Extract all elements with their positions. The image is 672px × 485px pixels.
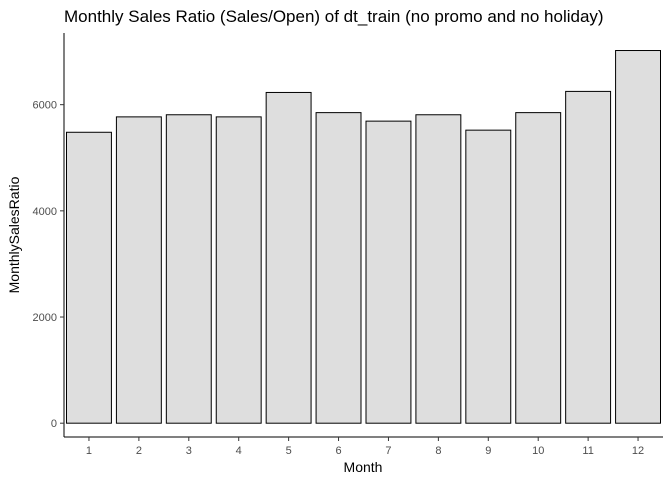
x-tick-label: 4 bbox=[236, 445, 242, 457]
x-axis-label: Month bbox=[344, 459, 383, 475]
x-tick-label: 12 bbox=[632, 445, 644, 457]
x-tick-label: 1 bbox=[86, 445, 92, 457]
bar-month-3 bbox=[165, 114, 212, 424]
bar-month-9 bbox=[465, 129, 512, 424]
y-tick-label: 6000 bbox=[33, 100, 57, 112]
x-ticks-layer: 1 2 3 4 5 6 7 8 9 10 11 12 bbox=[86, 437, 644, 457]
bar-month-10 bbox=[515, 112, 562, 424]
y-ticks-layer: 0 2000 4000 6000 bbox=[33, 100, 64, 430]
bar-month-5 bbox=[265, 91, 312, 424]
bar-month-7 bbox=[365, 120, 412, 424]
bars-layer bbox=[66, 50, 662, 424]
x-tick-label: 9 bbox=[485, 445, 491, 457]
y-axis-label: MonthlySalesRatio bbox=[6, 176, 22, 293]
bar-month-11 bbox=[565, 90, 612, 424]
x-tick-label: 3 bbox=[186, 445, 192, 457]
bar-month-6 bbox=[315, 112, 362, 424]
x-tick-label: 11 bbox=[582, 445, 593, 457]
bar-month-4 bbox=[215, 116, 262, 424]
x-tick-label: 8 bbox=[435, 445, 441, 457]
bar-month-2 bbox=[115, 116, 162, 424]
x-tick-label: 7 bbox=[385, 445, 391, 457]
bar-month-1 bbox=[66, 131, 112, 424]
y-tick-label: 4000 bbox=[33, 206, 57, 218]
y-tick-label: 2000 bbox=[33, 312, 57, 324]
bar-month-12 bbox=[615, 50, 662, 424]
bar-month-8 bbox=[415, 114, 462, 424]
y-tick-label: 0 bbox=[51, 418, 57, 430]
chart-title: Monthly Sales Ratio (Sales/Open) of dt_t… bbox=[64, 7, 604, 26]
x-tick-label: 6 bbox=[335, 445, 341, 457]
x-tick-label: 2 bbox=[136, 445, 142, 457]
x-tick-label: 10 bbox=[532, 445, 544, 457]
x-tick-label: 5 bbox=[286, 445, 292, 457]
